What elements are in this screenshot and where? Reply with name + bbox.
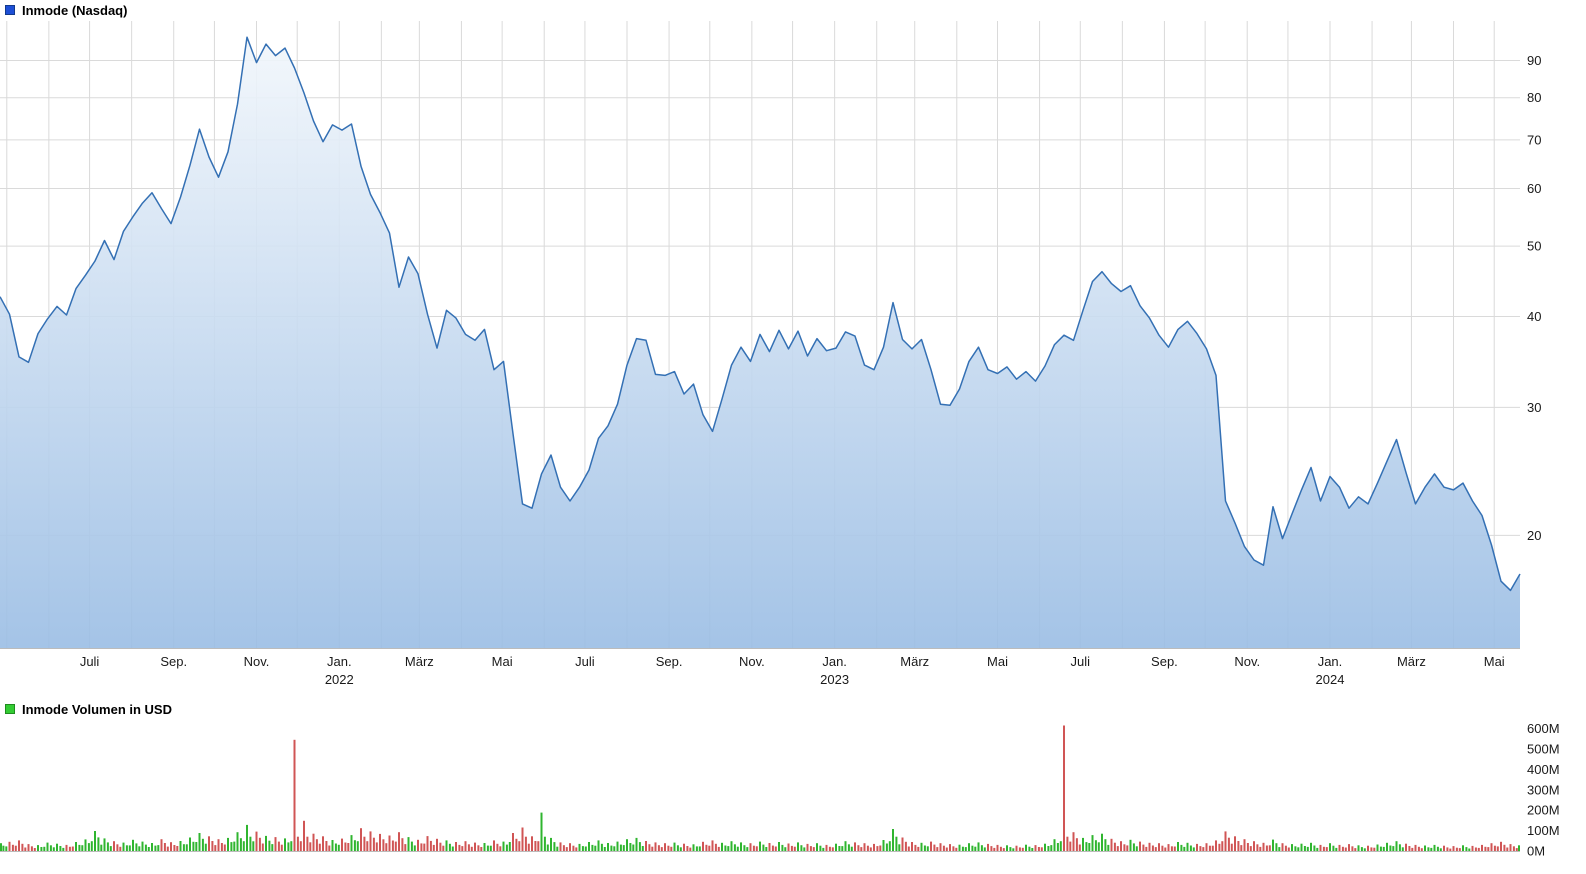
svg-text:Sep.: Sep. <box>160 654 187 669</box>
volume-chart-title: Inmode Volumen in USD <box>22 701 172 717</box>
svg-text:400M: 400M <box>1527 762 1560 777</box>
volume-y-labels: 600M 500M 400M 300M 200M 100M 0M <box>1527 721 1560 858</box>
price-legend: Inmode (Nasdaq) <box>5 2 128 18</box>
svg-text:Juli: Juli <box>575 654 595 669</box>
svg-text:200M: 200M <box>1527 803 1560 818</box>
svg-text:Juli: Juli <box>1071 654 1091 669</box>
svg-text:30: 30 <box>1527 400 1541 415</box>
svg-text:Mai: Mai <box>492 654 513 669</box>
svg-text:80: 80 <box>1527 90 1541 105</box>
svg-text:70: 70 <box>1527 132 1541 147</box>
svg-text:90: 90 <box>1527 53 1541 68</box>
volume-legend: Inmode Volumen in USD <box>5 701 172 717</box>
price-y-labels: 90 80 70 60 50 40 30 20 <box>1527 53 1541 543</box>
svg-text:20: 20 <box>1527 528 1541 543</box>
svg-text:Mai: Mai <box>1484 654 1505 669</box>
svg-text:100M: 100M <box>1527 823 1560 838</box>
price-series-marker-icon <box>5 5 15 15</box>
price-area <box>0 37 1520 648</box>
svg-text:60: 60 <box>1527 181 1541 196</box>
svg-text:Jan.: Jan. <box>1318 654 1343 669</box>
price-line <box>0 36 1521 592</box>
svg-text:0M: 0M <box>1527 844 1545 859</box>
svg-text:Sep.: Sep. <box>656 654 683 669</box>
volume-series-marker-icon <box>5 704 15 714</box>
price-chart-title: Inmode (Nasdaq) <box>22 2 128 18</box>
svg-text:Mai: Mai <box>987 654 1008 669</box>
svg-text:500M: 500M <box>1527 742 1560 757</box>
svg-text:2024: 2024 <box>1316 672 1345 687</box>
svg-text:600M: 600M <box>1527 721 1560 736</box>
svg-text:Sep.: Sep. <box>1151 654 1178 669</box>
svg-text:2022: 2022 <box>325 672 354 687</box>
svg-text:März: März <box>900 654 929 669</box>
svg-text:März: März <box>1397 654 1426 669</box>
svg-text:Nov.: Nov. <box>739 654 765 669</box>
svg-text:Jan.: Jan. <box>822 654 847 669</box>
axis-lines <box>0 648 1520 852</box>
svg-text:März: März <box>405 654 434 669</box>
volume-bars <box>0 725 1520 851</box>
svg-text:2023: 2023 <box>820 672 849 687</box>
svg-text:Nov.: Nov. <box>1234 654 1260 669</box>
svg-text:Jan.: Jan. <box>327 654 352 669</box>
svg-text:50: 50 <box>1527 239 1541 254</box>
svg-text:300M: 300M <box>1527 782 1560 797</box>
svg-text:40: 40 <box>1527 309 1541 324</box>
x-axis-labels: Juli Sep. Nov. Jan. 2022 März Mai Juli Sep. Nov. J… <box>80 654 1505 687</box>
svg-text:Nov.: Nov. <box>244 654 270 669</box>
svg-text:Juli: Juli <box>80 654 100 669</box>
